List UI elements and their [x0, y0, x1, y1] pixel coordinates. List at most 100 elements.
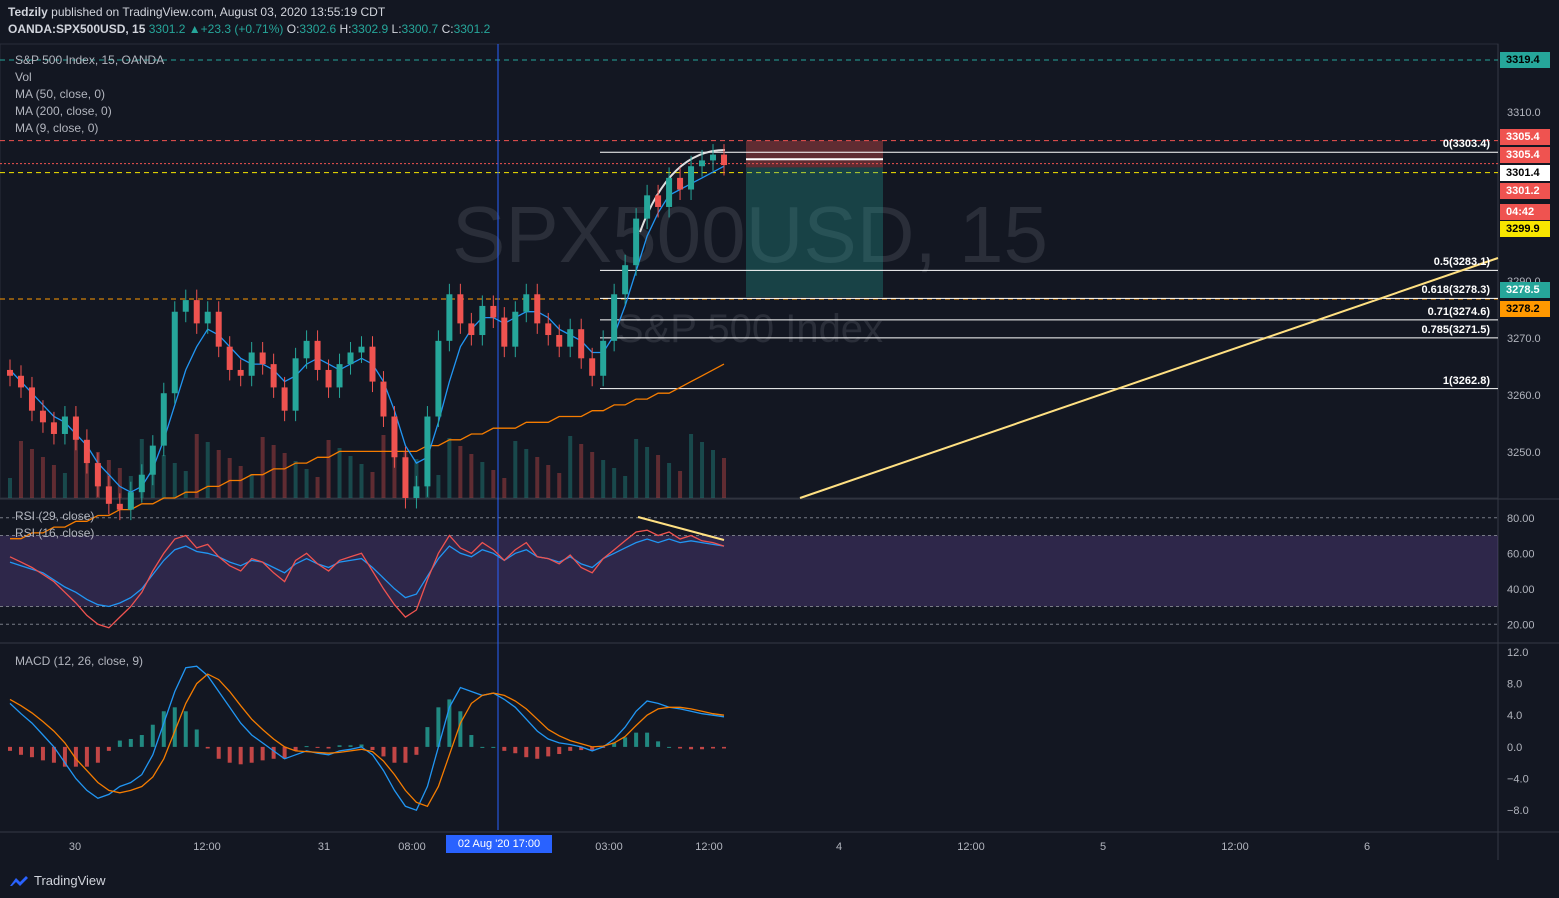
candle-body: [644, 195, 651, 219]
macd-histogram-bar: [425, 727, 430, 747]
volume-bar: [216, 450, 221, 498]
volume-bar: [194, 434, 199, 498]
price-marker: 3305.4: [1500, 129, 1550, 145]
tradingview-cloud-icon: [10, 875, 28, 886]
fib-label: 0.71(3274.6): [1427, 305, 1490, 318]
volume-bar: [326, 440, 331, 498]
tradingview-logo[interactable]: TradingView: [8, 873, 106, 888]
legend-title[interactable]: S&P 500 Index, 15, OANDA: [15, 53, 165, 67]
legend-ma50[interactable]: MA (50, close, 0): [15, 87, 106, 101]
high-label: H:: [339, 22, 352, 36]
candle-body: [369, 346, 376, 382]
macd-histogram-bar: [337, 745, 342, 747]
volume-bar: [370, 472, 375, 498]
volume-bar: [568, 436, 573, 498]
crosshair-time-label: 02 Aug '20 17:00: [446, 835, 552, 853]
macd-histogram-bar: [645, 732, 650, 747]
volume-bar: [348, 456, 353, 498]
candle-body: [105, 486, 112, 504]
time-tick: 6: [1364, 841, 1370, 853]
macd-histogram-bar: [8, 746, 12, 751]
price-marker: 3305.4: [1500, 147, 1550, 163]
candle-body: [710, 154, 717, 161]
volume-bar: [172, 463, 177, 498]
macd-histogram-bar: [150, 724, 155, 747]
volume-bar: [447, 438, 452, 498]
price-marker: 3299.9: [1500, 221, 1550, 237]
macd-tick: 4.0: [1507, 710, 1522, 722]
candle-body: [413, 486, 420, 498]
volume-bar: [436, 475, 441, 498]
candle-body: [215, 311, 222, 347]
macd-histogram-bar: [18, 746, 23, 755]
candle-body: [259, 352, 266, 365]
publish-text: published on TradingView.com, August 03,…: [51, 5, 386, 19]
fib-label: 0.5(3283.1): [1433, 256, 1490, 269]
candle-body: [347, 352, 354, 365]
author-name[interactable]: Tedzily: [8, 5, 48, 19]
macd-histogram-bar: [524, 746, 529, 758]
candle-body: [534, 294, 541, 324]
candle-body: [655, 195, 662, 207]
volume-bar: [205, 442, 210, 498]
candle-body: [28, 387, 35, 411]
volume-bar: [227, 458, 232, 498]
rsi-divergence-line: [637, 516, 725, 541]
volume-bar: [293, 461, 298, 498]
candle-body: [303, 340, 310, 359]
legend-ma200[interactable]: MA (200, close, 0): [15, 104, 112, 118]
volume-bar: [678, 471, 683, 498]
volume-bar: [656, 455, 661, 498]
price-tick: 3260.0: [1507, 390, 1541, 402]
macd-histogram-bar: [205, 746, 210, 749]
candle-body: [127, 492, 134, 510]
price-tick: 3250.0: [1507, 447, 1541, 459]
macd-tick: 0.0: [1507, 742, 1522, 754]
legend-rsi29[interactable]: RSI (29, close): [15, 509, 95, 523]
macd-histogram-bar: [370, 746, 375, 751]
macd-histogram-bar: [227, 746, 232, 763]
candle-body: [50, 422, 57, 434]
candle-body: [589, 358, 596, 376]
macd-histogram-bar: [315, 746, 320, 748]
symbol-info: OANDA:SPX500USD, 15 3301.2 ▲+23.3 (+0.71…: [8, 22, 490, 36]
macd-histogram-bar: [579, 746, 584, 751]
macd-histogram-bar: [249, 746, 254, 763]
candle-body: [237, 369, 244, 376]
macd-histogram-bar: [458, 711, 463, 747]
legend-macd[interactable]: MACD (12, 26, close, 9): [15, 654, 144, 668]
low-label: L:: [391, 22, 402, 36]
legend-ma9[interactable]: MA (9, close, 0): [15, 121, 99, 135]
candle-body: [193, 300, 200, 324]
candle-body: [457, 294, 464, 324]
volume-bar: [458, 446, 463, 498]
macd-histogram-bar: [95, 746, 100, 763]
legend-vol[interactable]: Vol: [15, 70, 32, 84]
candle-body: [314, 340, 321, 370]
symbol-name[interactable]: OANDA:SPX500USD, 15: [8, 22, 146, 36]
price-marker: 3301.2: [1500, 183, 1550, 199]
rsi-tick: 40.00: [1507, 584, 1535, 596]
position-target-zone: [746, 167, 883, 298]
macd-histogram-bar: [678, 746, 683, 749]
candle-body: [523, 294, 530, 312]
candle-body: [688, 166, 695, 190]
rsi-tick: 80.00: [1507, 513, 1535, 525]
candle-body: [83, 439, 90, 464]
time-tick: 12:00: [957, 841, 985, 853]
candle-body: [666, 177, 673, 207]
candle-body: [600, 340, 607, 376]
legend-rsi16[interactable]: RSI (16, close): [15, 526, 95, 540]
price-marker: 3301.4: [1500, 165, 1550, 181]
volume-bar: [29, 449, 34, 498]
candle-body: [721, 154, 727, 166]
macd-histogram-bar: [40, 746, 45, 761]
fib-label: 0(3303.4): [1442, 138, 1490, 151]
candle-body: [160, 393, 167, 446]
macd-histogram-bar: [711, 746, 716, 749]
volume-bar: [601, 460, 606, 498]
watermark-name: S&P 500 Index: [617, 307, 883, 351]
macd-histogram-bar: [568, 746, 573, 751]
volume-bar: [51, 465, 56, 498]
